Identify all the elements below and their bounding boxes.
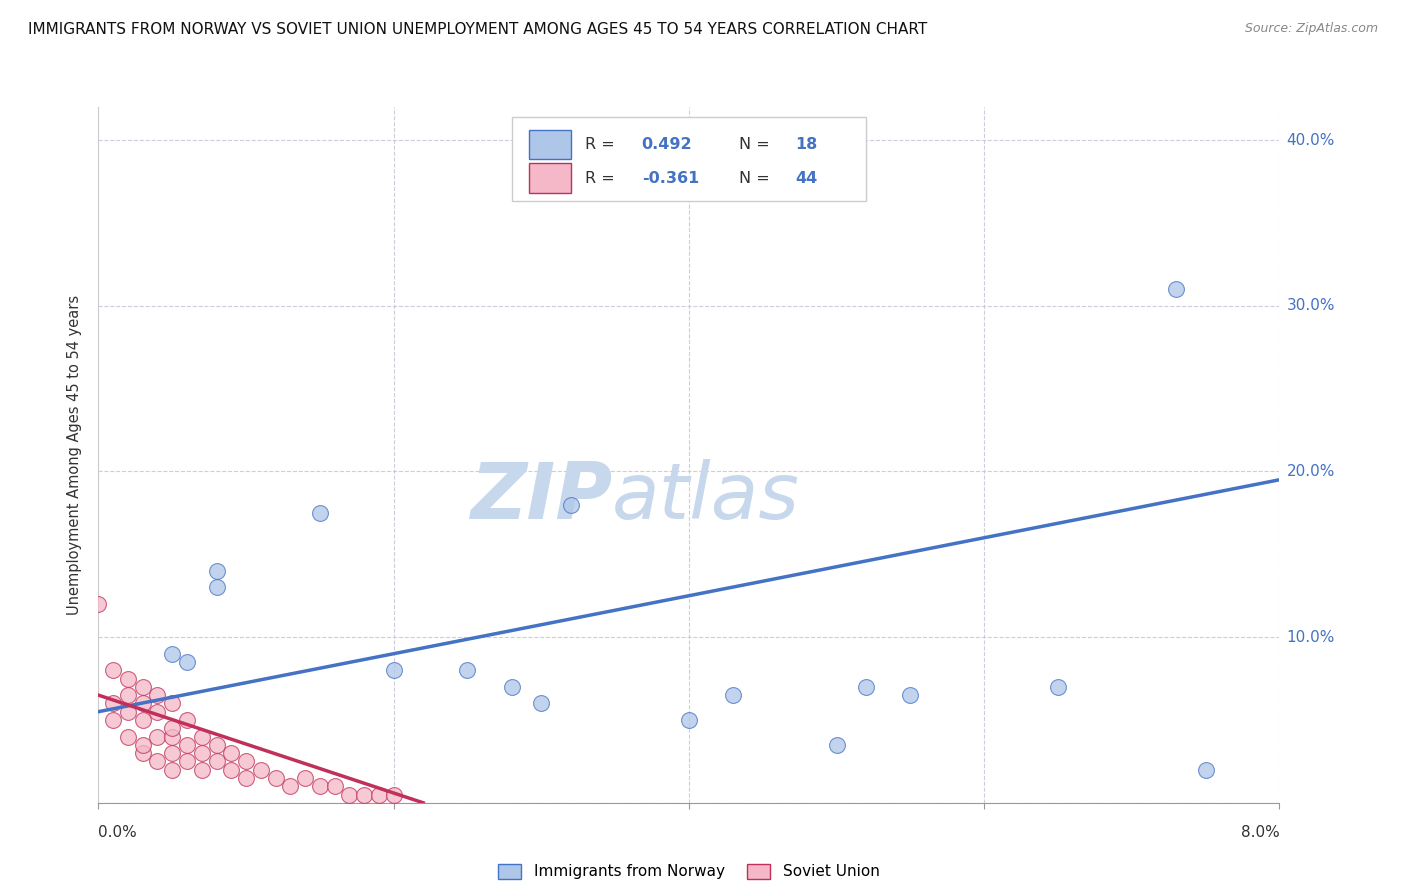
Point xyxy=(103,663,124,677)
Point xyxy=(382,663,405,677)
Point xyxy=(456,663,478,677)
Text: ZIP: ZIP xyxy=(470,458,612,534)
Point xyxy=(117,672,139,686)
Legend: Immigrants from Norway, Soviet Union: Immigrants from Norway, Soviet Union xyxy=(492,857,886,886)
Point xyxy=(264,771,287,785)
Point xyxy=(205,564,228,578)
Point xyxy=(117,730,139,744)
Point xyxy=(191,730,214,744)
Point xyxy=(146,688,169,702)
Point xyxy=(205,738,228,752)
Point xyxy=(162,730,183,744)
Point xyxy=(103,713,124,727)
Point xyxy=(1164,282,1187,296)
Point xyxy=(294,771,316,785)
Text: 0.0%: 0.0% xyxy=(98,825,138,840)
Point xyxy=(132,680,155,694)
Point xyxy=(162,746,183,760)
Point xyxy=(205,755,228,769)
Point xyxy=(278,779,301,793)
Point xyxy=(678,713,700,727)
Point xyxy=(146,730,169,744)
Point xyxy=(560,498,582,512)
Point xyxy=(250,763,273,777)
Text: 30.0%: 30.0% xyxy=(1286,298,1334,313)
Point xyxy=(1194,763,1216,777)
Point xyxy=(337,788,360,802)
Point xyxy=(898,688,921,702)
Point xyxy=(353,788,375,802)
Text: 0.492: 0.492 xyxy=(641,137,692,153)
Point xyxy=(162,697,183,711)
Point xyxy=(367,788,389,802)
Point xyxy=(191,746,214,760)
Point xyxy=(146,755,169,769)
FancyBboxPatch shape xyxy=(512,118,866,201)
Text: 18: 18 xyxy=(796,137,817,153)
Point xyxy=(721,688,744,702)
Point xyxy=(117,688,139,702)
Point xyxy=(235,755,257,769)
Point xyxy=(530,697,553,711)
Point xyxy=(855,680,877,694)
Point xyxy=(308,506,332,520)
Text: R =: R = xyxy=(585,170,620,186)
Text: N =: N = xyxy=(738,137,775,153)
Text: 10.0%: 10.0% xyxy=(1286,630,1334,645)
Point xyxy=(162,721,183,735)
Point xyxy=(146,705,169,719)
Text: N =: N = xyxy=(738,170,775,186)
Point xyxy=(235,771,257,785)
Point xyxy=(132,738,155,752)
Point xyxy=(132,697,155,711)
Point xyxy=(191,763,214,777)
Point xyxy=(219,746,242,760)
Text: IMMIGRANTS FROM NORWAY VS SOVIET UNION UNEMPLOYMENT AMONG AGES 45 TO 54 YEARS CO: IMMIGRANTS FROM NORWAY VS SOVIET UNION U… xyxy=(28,22,928,37)
Point xyxy=(825,738,848,752)
Point xyxy=(132,746,155,760)
Point xyxy=(323,779,346,793)
Point xyxy=(162,647,183,661)
Text: 20.0%: 20.0% xyxy=(1286,464,1334,479)
FancyBboxPatch shape xyxy=(530,163,571,193)
Point xyxy=(308,779,332,793)
Point xyxy=(132,713,155,727)
Point xyxy=(176,755,198,769)
Point xyxy=(1046,680,1069,694)
Text: atlas: atlas xyxy=(612,458,800,534)
Point xyxy=(501,680,523,694)
Point xyxy=(87,597,110,611)
Point xyxy=(162,763,183,777)
Point xyxy=(176,713,198,727)
Text: 40.0%: 40.0% xyxy=(1286,133,1334,148)
Text: 8.0%: 8.0% xyxy=(1240,825,1279,840)
Point xyxy=(219,763,242,777)
Text: Source: ZipAtlas.com: Source: ZipAtlas.com xyxy=(1244,22,1378,36)
Text: -0.361: -0.361 xyxy=(641,170,699,186)
Point xyxy=(176,655,198,669)
Point xyxy=(103,697,124,711)
Point xyxy=(117,705,139,719)
Text: 44: 44 xyxy=(796,170,817,186)
Point xyxy=(176,738,198,752)
Y-axis label: Unemployment Among Ages 45 to 54 years: Unemployment Among Ages 45 to 54 years xyxy=(67,295,83,615)
Point xyxy=(205,581,228,595)
FancyBboxPatch shape xyxy=(530,130,571,159)
Point xyxy=(382,788,405,802)
Text: R =: R = xyxy=(585,137,620,153)
